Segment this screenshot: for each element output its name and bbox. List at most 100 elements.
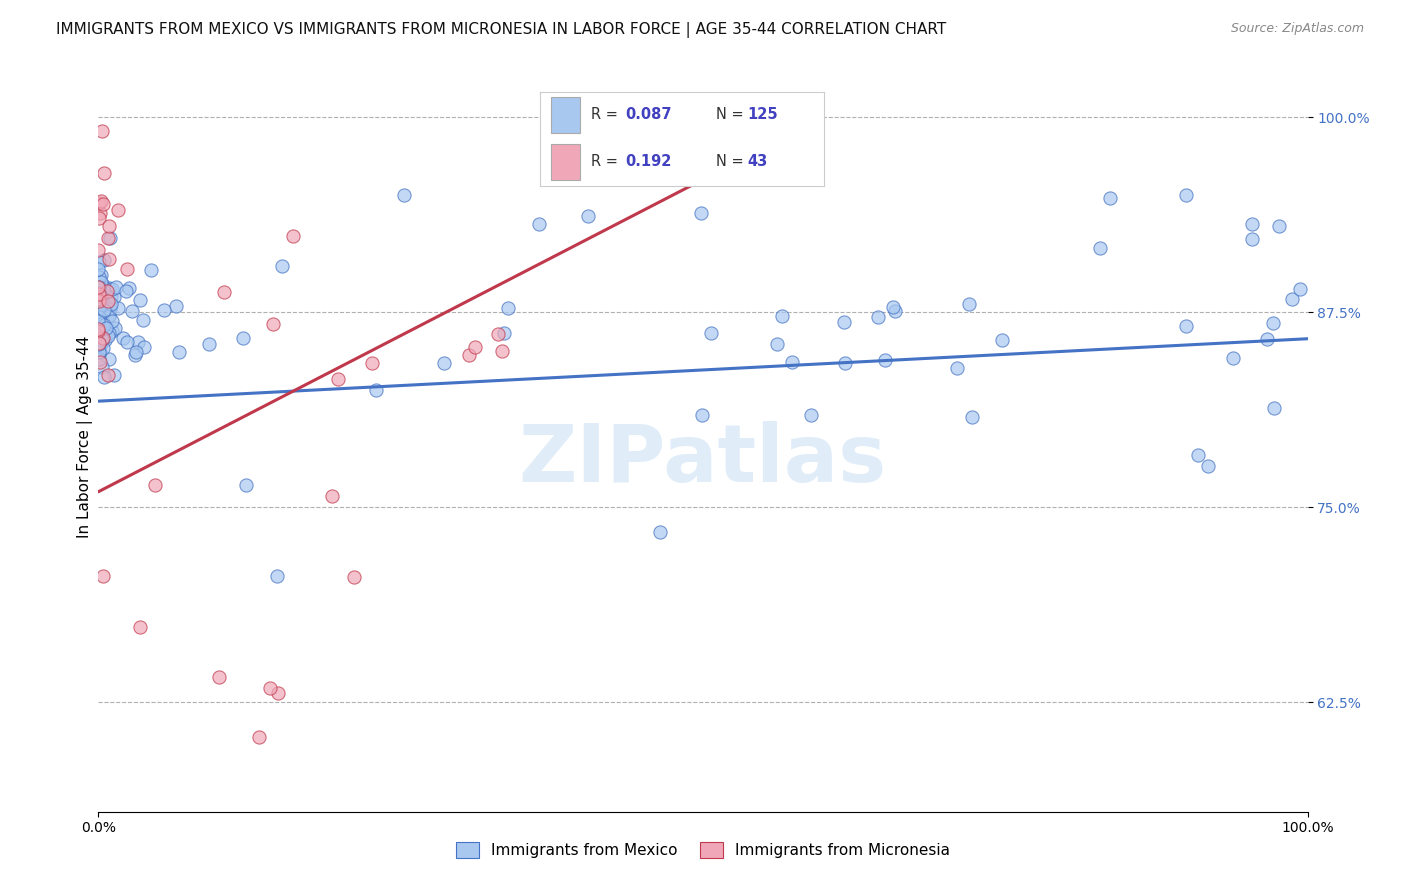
Point: [87, 310, 110, 324]
Point: [87, 352, 110, 367]
Point: [89, 319, 111, 334]
Point: [90, 332, 112, 346]
Point: [266, 569, 288, 583]
Point: [834, 314, 856, 328]
Point: [93, 253, 115, 268]
Point: [97, 231, 120, 245]
Point: [89, 355, 111, 369]
Point: [957, 296, 980, 310]
Point: [127, 334, 149, 349]
Point: [90, 268, 112, 282]
Point: [167, 345, 190, 359]
Point: [1222, 351, 1244, 365]
Point: [235, 477, 257, 491]
Point: [87, 301, 110, 315]
Point: [960, 410, 983, 425]
Point: [89, 345, 111, 359]
Point: [93, 166, 115, 180]
Point: [1241, 217, 1264, 231]
Point: [98, 352, 121, 367]
Text: IMMIGRANTS FROM MEXICO VS IMMIGRANTS FROM MICRONESIA IN LABOR FORCE | AGE 35-44 : IMMIGRANTS FROM MEXICO VS IMMIGRANTS FRO…: [56, 22, 946, 38]
Point: [491, 344, 513, 359]
Point: [1288, 282, 1310, 296]
Point: [87, 243, 110, 257]
Point: [100, 301, 122, 316]
Point: [103, 368, 125, 382]
Point: [492, 326, 515, 340]
Point: [87, 286, 110, 301]
Point: [866, 310, 889, 325]
Point: [97, 294, 120, 309]
Point: [97, 328, 120, 343]
Point: [780, 355, 803, 369]
Point: [97, 368, 120, 383]
Point: [214, 285, 236, 299]
Point: [134, 340, 156, 354]
Point: [91, 196, 114, 211]
Point: [117, 262, 139, 277]
Point: [90, 292, 112, 306]
Text: ZIPatlas: ZIPatlas: [519, 420, 887, 499]
Point: [834, 356, 856, 370]
Point: [87, 262, 110, 277]
Point: [1175, 318, 1198, 333]
Point: [152, 303, 174, 318]
Point: [259, 681, 281, 695]
Point: [87, 345, 110, 359]
Point: [262, 317, 284, 331]
Point: [87, 293, 110, 308]
Point: [97, 281, 120, 295]
Point: [98, 301, 121, 315]
Point: [96, 284, 118, 298]
Point: [321, 489, 343, 503]
Point: [93, 369, 115, 384]
Point: [128, 293, 150, 307]
Point: [90, 288, 112, 302]
Point: [100, 314, 122, 328]
Point: [89, 336, 111, 351]
Point: [107, 301, 129, 315]
Point: [98, 219, 121, 233]
Text: Source: ZipAtlas.com: Source: ZipAtlas.com: [1230, 22, 1364, 36]
Point: [97, 310, 120, 324]
Point: [93, 318, 115, 332]
Point: [650, 524, 672, 539]
Point: [91, 341, 114, 355]
Point: [90, 318, 112, 333]
Point: [87, 280, 110, 294]
Point: [141, 263, 163, 277]
Point: [342, 570, 364, 584]
Point: [100, 324, 122, 338]
Point: [1256, 332, 1278, 346]
Point: [87, 255, 110, 269]
Point: [94, 286, 117, 301]
Point: [1263, 316, 1285, 330]
Point: [103, 290, 125, 304]
Point: [247, 730, 270, 744]
Point: [882, 300, 904, 314]
Point: [114, 284, 136, 298]
Point: [1090, 241, 1112, 255]
Point: [90, 318, 112, 333]
Point: [270, 259, 292, 273]
Point: [529, 217, 551, 231]
Point: [873, 353, 896, 368]
Point: [700, 326, 723, 340]
Point: [125, 345, 148, 359]
Point: [87, 321, 110, 335]
Point: [91, 123, 114, 137]
Point: [1099, 191, 1122, 205]
Point: [770, 309, 793, 323]
Point: [87, 314, 110, 328]
Point: [143, 478, 166, 492]
Point: [121, 304, 143, 318]
Point: [89, 297, 111, 311]
Point: [101, 282, 124, 296]
Point: [132, 313, 155, 327]
Point: [364, 383, 387, 397]
Point: [97, 326, 120, 340]
Point: [90, 318, 112, 332]
Point: [89, 325, 111, 339]
Point: [124, 348, 146, 362]
Point: [94, 333, 117, 347]
